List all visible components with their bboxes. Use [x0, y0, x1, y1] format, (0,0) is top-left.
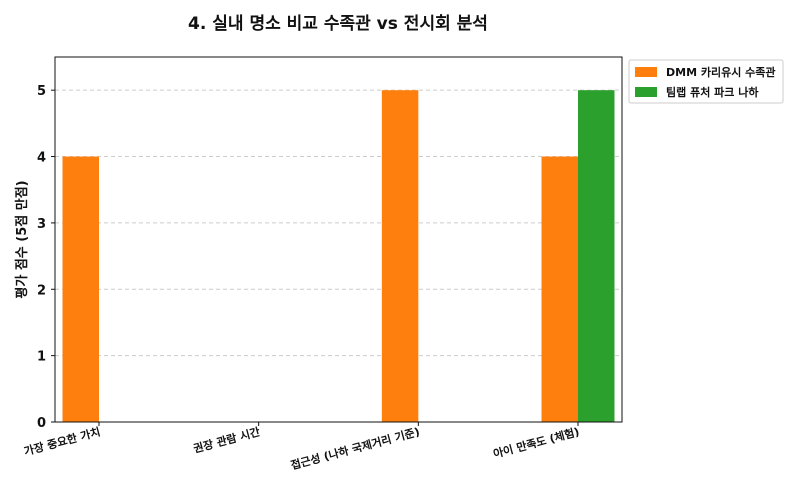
legend-label-1: 팀랩 퓨처 파크 나하	[666, 85, 759, 99]
y-tick-label-5: 5	[37, 84, 46, 99]
y-tick-label-3: 3	[37, 217, 46, 232]
legend-swatch-1	[635, 87, 657, 97]
bars	[62, 90, 615, 422]
plot-frame	[54, 56, 623, 423]
y-tick-label-0: 0	[37, 416, 46, 431]
bar-aquarium-3	[541, 156, 578, 422]
bar-aquarium-2	[381, 90, 419, 422]
chart-title: 4. 실내 명소 비교 수족관 vs 전시회 분석	[188, 14, 488, 34]
y-axis-label: 평가 점수 (5점 만점)	[14, 180, 30, 298]
bar-aquarium-0	[62, 156, 99, 422]
x-tick-label-1: 권장 관람 시간	[192, 424, 262, 455]
grid-lines	[55, 89, 622, 423]
x-tick-label-2: 접근성 (나하 국제거리 기준)	[289, 424, 421, 472]
y-tick-label-4: 4	[37, 151, 46, 166]
y-axis-ticks: 0 1 2 3 4 5	[37, 84, 55, 431]
legend-label-0: DMM 카리유시 수족관	[666, 65, 776, 79]
bar-teamlab-3	[578, 90, 615, 422]
y-tick-label-1: 1	[37, 350, 46, 365]
legend-box	[628, 59, 784, 104]
y-tick-label-2: 2	[37, 283, 46, 298]
x-tick-label-3: 아이 만족도 (체험)	[492, 424, 581, 460]
legend-swatch-0	[635, 67, 657, 77]
x-tick-label-0: 가장 중요한 가치	[22, 424, 101, 458]
x-axis-ticks: 가장 중요한 가치 권장 관람 시간 접근성 (나하 국제거리 기준) 아이 만족도 …	[22, 422, 581, 472]
